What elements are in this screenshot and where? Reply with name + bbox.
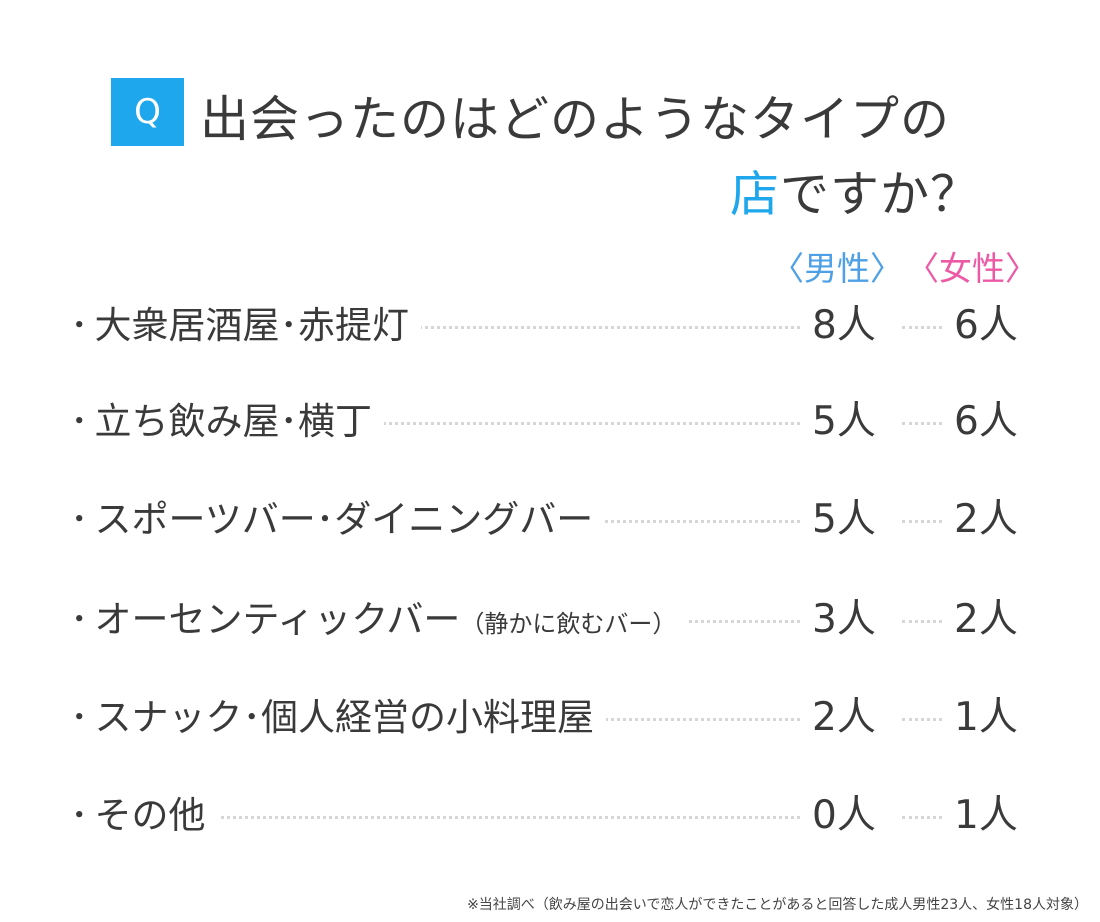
dotted-leader-mid (902, 718, 942, 721)
value-female: 2人 (954, 497, 1018, 542)
value-male: 5人 (812, 399, 876, 444)
table-row: ･オーセンティックバー（静かに飲むバー） 3人 2人 (70, 590, 1030, 654)
bullet-dot: ･ (70, 498, 89, 541)
row-label: ･その他 (70, 786, 218, 846)
value-male: 8人 (812, 303, 876, 348)
row-label-text: オーセンティックバー (94, 598, 461, 641)
row-label: ･オーセンティックバー（静かに飲むバー） (70, 590, 689, 654)
bullet-dot: ･ (70, 794, 89, 837)
row-label-text: スポーツバー･ダイニングバー (94, 498, 594, 541)
dotted-leader-mid (902, 620, 942, 623)
value-female: 1人 (954, 695, 1018, 740)
bullet-dot: ･ (70, 304, 89, 347)
value-female: 1人 (954, 793, 1018, 838)
bullet-dot: ･ (70, 696, 89, 739)
row-label-text: スナック･個人経営の小料理屋 (94, 696, 595, 739)
row-label: ･大衆居酒屋･赤提灯 (70, 296, 421, 356)
value-female: 6人 (954, 303, 1018, 348)
dotted-leader-mid (902, 422, 942, 425)
dotted-leader-mid (902, 520, 942, 523)
row-label-text: その他 (94, 794, 206, 837)
row-label-text: 大衆居酒屋･赤提灯 (94, 304, 410, 347)
value-male: 2人 (812, 695, 876, 740)
dotted-leader (190, 326, 800, 329)
value-male: 0人 (812, 793, 876, 838)
table-row: ･その他 0人 1人 (70, 786, 1030, 846)
question-badge: Q (111, 78, 184, 146)
footnote: ※当社調べ（飲み屋の出会いで恋人ができたことがあると回答した成人男性23人、女性… (467, 897, 1088, 913)
column-header-female: 〈女性〉 (906, 249, 1038, 288)
dotted-leader-mid (902, 816, 942, 819)
row-label: ･スポーツバー･ダイニングバー (70, 490, 606, 550)
value-male: 5人 (812, 497, 876, 542)
value-female: 6人 (954, 399, 1018, 444)
question-title-line1: 出会ったのはどのようなタイプの (200, 91, 951, 148)
dotted-leader (190, 422, 800, 425)
table-row: ･大衆居酒屋･赤提灯 8人 6人 (70, 296, 1030, 356)
dotted-leader-mid (902, 326, 942, 329)
table-row: ･立ち飲み屋･横丁 5人 6人 (70, 392, 1030, 452)
row-label: ･スナック･個人経営の小料理屋 (70, 688, 606, 748)
row-label: ･立ち飲み屋･横丁 (70, 392, 384, 452)
table-row: ･スポーツバー･ダイニングバー 5人 2人 (70, 490, 1030, 550)
question-title-rest: ですか？ (779, 166, 980, 223)
value-female: 2人 (954, 597, 1018, 642)
question-title-accent: 店 (729, 166, 780, 223)
column-header-male: 〈男性〉 (771, 249, 903, 288)
bullet-dot: ･ (70, 400, 89, 443)
table-row: ･スナック･個人経営の小料理屋 2人 1人 (70, 688, 1030, 748)
bullet-dot: ･ (70, 598, 89, 641)
row-label-text: 立ち飲み屋･横丁 (94, 400, 373, 443)
row-label-note: （静かに飲むバー） (460, 610, 677, 638)
question-title-line2: 店ですか？ (730, 155, 980, 226)
dotted-leader (190, 816, 800, 819)
value-male: 3人 (812, 597, 876, 642)
